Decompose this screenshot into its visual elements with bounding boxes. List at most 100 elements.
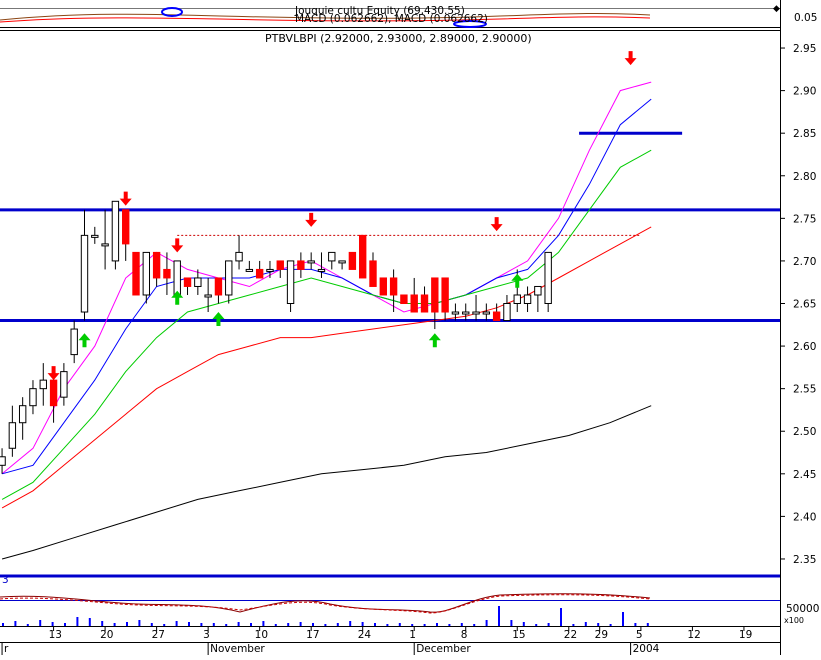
candle-body (39, 379, 47, 390)
moving-average-lines (1, 81, 652, 560)
y-tick-label: 2.75 (793, 213, 816, 225)
x-day-label: 19 (739, 629, 752, 641)
y-tick-label: 2.55 (793, 384, 816, 396)
candle-body (472, 311, 480, 315)
candle-body (534, 285, 542, 296)
buy-signal-arrow (78, 333, 91, 348)
sell-signal-arrow (171, 238, 184, 253)
candle-body (235, 251, 243, 262)
y-tick-label: 2.90 (793, 86, 816, 98)
candle-body (194, 277, 202, 287)
candle-body (18, 405, 27, 424)
x-day-label: 29 (595, 629, 608, 641)
top-panel-label-2: MACD (0.062662), MACD (0.062662) (295, 13, 488, 25)
y-tick-label: 2.70 (793, 256, 816, 268)
price-axis: 2.95 2.90 2.85 2.80 2.75 2.70 2.65 2.60 2.55 2.50… (780, 43, 816, 566)
y-tick-label: 2.95 (793, 43, 816, 55)
x-day-label: 22 (564, 629, 577, 641)
top-panel-marker: ◆ (773, 4, 780, 14)
x-day-label: 13 (49, 629, 62, 641)
bottom-panel-unit: x100 (784, 616, 804, 625)
y-tick-label: 2.45 (793, 469, 816, 481)
candle-body (245, 268, 254, 272)
candle-body (462, 311, 470, 315)
sell-signal-arrow (624, 51, 637, 66)
candle-body (338, 260, 346, 264)
buy-signal-arrow (511, 273, 524, 288)
candle-body (523, 294, 532, 304)
candle-body (101, 243, 109, 247)
candle-body (441, 277, 449, 313)
top-panel-ytick: 0.05 (794, 12, 817, 24)
candlesticks (0, 200, 552, 474)
y-tick-label: 2.50 (793, 426, 816, 438)
candle-body (132, 251, 140, 296)
candle-body (379, 277, 387, 296)
signal-arrows (47, 51, 637, 381)
support-resistance-lines (0, 131, 780, 578)
buy-signal-arrow (212, 312, 225, 327)
volume-panel: 3 50000 x100 (0, 574, 819, 626)
y-tick-label: 2.85 (793, 128, 816, 140)
candle-body (49, 379, 58, 407)
x-day-label: 5 (636, 629, 643, 641)
moving-average-line (1, 149, 652, 500)
x-day-label: 27 (152, 629, 165, 641)
candle-body (286, 260, 295, 304)
sell-signal-arrow (490, 217, 503, 232)
sell-signal-arrow (305, 212, 318, 227)
x-month-label: December (416, 643, 471, 655)
candle-body (544, 251, 552, 304)
x-month-label: 2004 (633, 643, 660, 655)
y-tick-label: 2.80 (793, 171, 816, 183)
candle-body (152, 251, 161, 279)
candle-body (122, 209, 130, 245)
x-day-label: 3 (203, 629, 210, 641)
candle-body (255, 268, 264, 279)
volume-bars (2, 606, 649, 626)
top-panel-label-1: Jouquie cultu Equity (69,430.55) (294, 5, 465, 17)
candle-body (266, 268, 274, 272)
x-month-label: November (210, 643, 265, 655)
candle-body (80, 234, 89, 313)
candle-body (225, 260, 233, 296)
x-day-label: 20 (100, 629, 113, 641)
candle-body (410, 294, 418, 313)
candle-body (163, 268, 171, 279)
x-day-label: 15 (512, 629, 525, 641)
x-day-label: 10 (255, 629, 268, 641)
sell-signal-arrow (119, 191, 132, 206)
candle-body (70, 328, 78, 356)
candle-body (297, 260, 305, 270)
candle-body (431, 277, 439, 313)
candle-body (60, 371, 68, 398)
candle-body (204, 294, 212, 298)
buy-signal-arrow (171, 290, 184, 305)
bottom-panel-ytick: 50000 (786, 603, 819, 615)
candle-body (317, 268, 326, 272)
x-day-label: 8 (461, 629, 468, 641)
candle-body (420, 294, 429, 313)
candle-body (359, 234, 367, 279)
buy-signal-arrow (428, 333, 441, 348)
candle-body (0, 456, 6, 466)
x-day-label: 24 (358, 629, 372, 641)
y-tick-label: 2.40 (793, 511, 816, 523)
candle-body (513, 294, 521, 304)
candle-body (328, 251, 336, 262)
chart-title: PTBVLBPI (2.92000, 2.93000, 2.89000, 2.9… (265, 32, 532, 45)
date-axis: 13 20 27 3 10 17 24 1 8 15 22 29 5 12 19 r November Decem… (1, 626, 752, 655)
moving-average-line (1, 405, 652, 560)
candle-body (348, 251, 357, 270)
y-tick-label: 2.60 (793, 341, 816, 353)
candle-body (183, 277, 192, 287)
x-day-label: 1 (409, 629, 416, 641)
candle-body (389, 277, 398, 296)
candle-body (482, 311, 491, 315)
candle-body (400, 294, 408, 304)
moving-average-line (1, 81, 652, 475)
bottom-panel-label: 3 (2, 574, 9, 586)
x-day-label: 12 (687, 629, 700, 641)
candle-body (451, 311, 460, 315)
